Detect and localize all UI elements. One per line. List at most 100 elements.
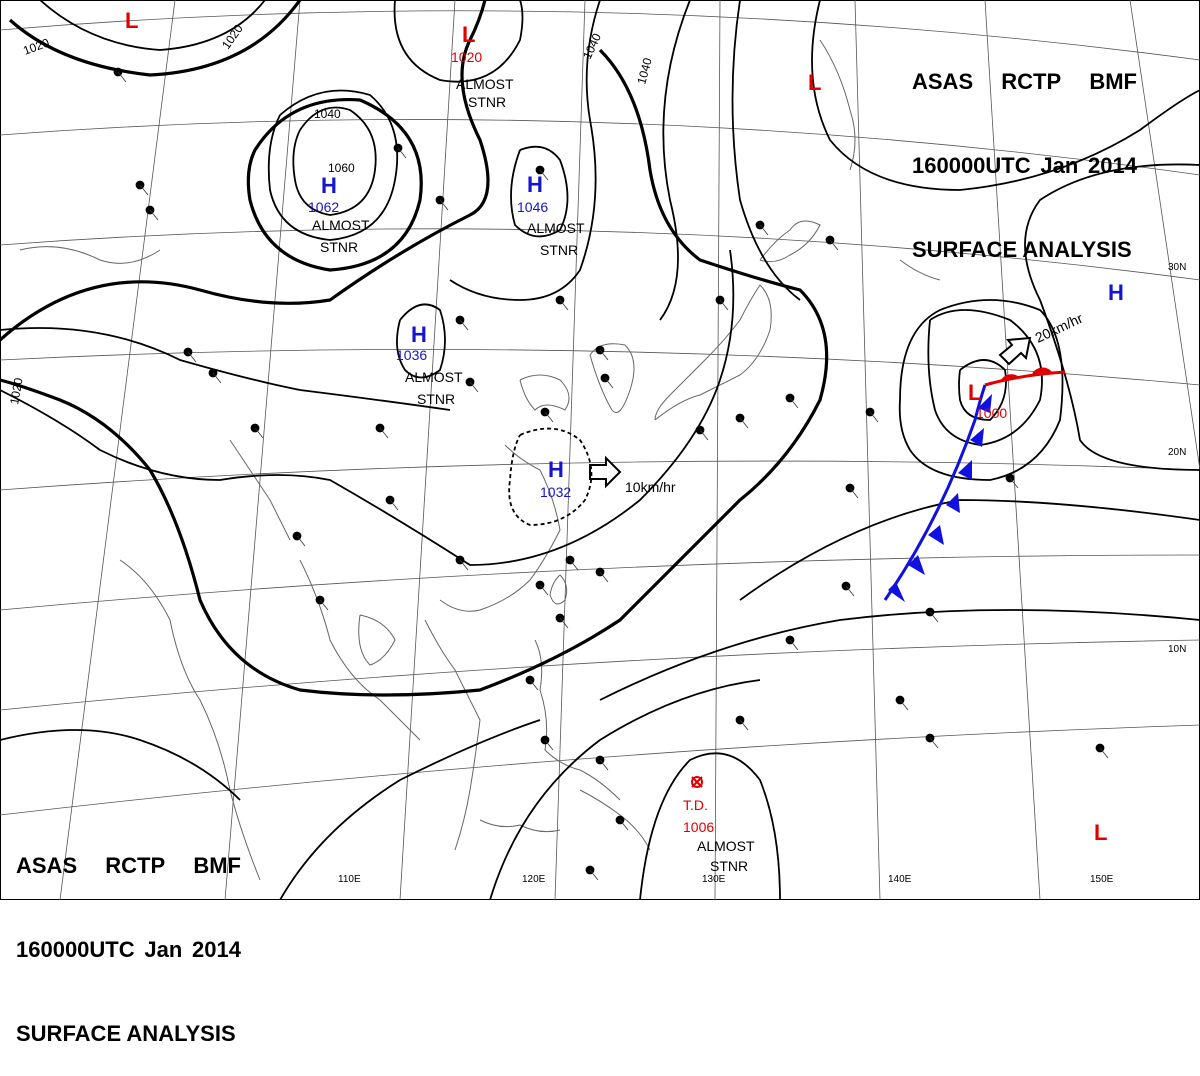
header-year: 2014 bbox=[1088, 153, 1137, 178]
wind-barb bbox=[187, 351, 197, 363]
low-pressure-marker: L bbox=[808, 70, 821, 95]
isobar-label: 1040 bbox=[314, 107, 341, 121]
low-pressure-marker: L bbox=[462, 22, 475, 47]
cold-front bbox=[883, 384, 992, 602]
lon-labels: 110E 120E 130E 140E 150E bbox=[338, 874, 1114, 885]
center-note: ALMOST STNR bbox=[527, 220, 585, 258]
wind-barb bbox=[529, 679, 539, 691]
lon-label-130e: 130E bbox=[702, 874, 726, 885]
wind-barb bbox=[379, 427, 389, 439]
wind-barb bbox=[439, 199, 449, 211]
wind-barb bbox=[139, 184, 149, 196]
header-code: BMF bbox=[193, 853, 241, 878]
lon-label-120e: 120E bbox=[522, 874, 546, 885]
lat-label-20n: 20N bbox=[1168, 447, 1186, 458]
low-pressure-value: 1020 bbox=[451, 49, 482, 65]
wind-barb bbox=[389, 499, 399, 511]
wind-barb bbox=[845, 585, 855, 597]
wind-barb bbox=[929, 737, 939, 749]
movement-speed: 10km/hr bbox=[625, 479, 676, 495]
header-year: 2014 bbox=[192, 937, 241, 962]
wind-barb bbox=[599, 571, 609, 583]
header-title: SURFACE ANALYSIS bbox=[16, 1021, 236, 1046]
station-plots bbox=[113, 67, 1109, 881]
low-pressure-marker: L bbox=[1094, 820, 1107, 845]
header-code: BMF bbox=[1089, 69, 1137, 94]
center-note: ALMOST STNR bbox=[456, 76, 514, 110]
wind-barb bbox=[759, 224, 769, 236]
wind-barb bbox=[739, 417, 749, 429]
coastlines bbox=[19, 39, 941, 881]
wind-barb bbox=[296, 535, 306, 547]
wind-barb bbox=[849, 487, 859, 499]
header-agency: ASAS bbox=[16, 853, 78, 878]
wind-barb bbox=[469, 381, 479, 393]
movement-arrow-1000 bbox=[998, 336, 1032, 366]
center-note-line1: ALMOST bbox=[456, 76, 514, 92]
wind-barb bbox=[604, 377, 614, 389]
td-label: T.D. bbox=[683, 797, 708, 813]
header-agency: ASAS bbox=[912, 69, 974, 94]
center-note: ALMOST STNR bbox=[697, 838, 755, 874]
wind-barb bbox=[544, 411, 554, 423]
wind-barb bbox=[599, 349, 609, 361]
wind-barb bbox=[619, 819, 629, 831]
high-pressure-marker: H bbox=[548, 457, 564, 482]
high-pressure-value: 1032 bbox=[540, 484, 571, 500]
wind-barb bbox=[789, 639, 799, 651]
wind-barb bbox=[1009, 477, 1019, 489]
header-time: 160000UTC bbox=[912, 153, 1031, 178]
wind-barb bbox=[544, 739, 554, 751]
isobars-thick bbox=[0, 0, 829, 697]
wind-barb bbox=[739, 719, 749, 731]
lat-label-10n: 10N bbox=[1168, 644, 1186, 655]
header-top-right: ASAS RCTP BMF 160000UTC Jan 2014 SURFACE ANA… bbox=[912, 12, 1137, 292]
warm-front bbox=[984, 367, 1066, 387]
high-pressure-value: 1046 bbox=[517, 199, 548, 215]
wind-barb bbox=[569, 559, 579, 571]
lat-labels: 30N 20N 10N bbox=[1168, 262, 1186, 655]
wind-barb bbox=[319, 599, 329, 611]
high-pressure-marker: H bbox=[527, 172, 543, 197]
wind-barb bbox=[829, 239, 839, 251]
center-note-line2: STNR bbox=[540, 242, 578, 258]
header-month: Jan bbox=[1040, 153, 1079, 178]
wind-barb bbox=[699, 429, 709, 441]
center-note: ALMOST STNR bbox=[312, 217, 370, 255]
center-note-line1: ALMOST bbox=[405, 369, 463, 385]
wind-barb bbox=[1099, 747, 1109, 759]
header-time: 160000UTC bbox=[16, 937, 135, 962]
wind-barb bbox=[929, 611, 939, 623]
header-station: RCTP bbox=[105, 853, 166, 878]
lon-label-140e: 140E bbox=[888, 874, 912, 885]
surface-analysis-map: 30N 20N 10N 110E 120E 130E 140E 150E 102… bbox=[0, 0, 1200, 900]
lat-label-30n: 30N bbox=[1168, 262, 1186, 273]
low-pressure-marker: L bbox=[968, 380, 981, 405]
center-note-line2: STNR bbox=[417, 391, 455, 407]
header-month: Jan bbox=[144, 937, 183, 962]
center-note-line1: ALMOST bbox=[697, 838, 755, 854]
lon-label-150e: 150E bbox=[1090, 874, 1114, 885]
wind-barb bbox=[397, 147, 407, 159]
header-bottom-left: ASAS RCTP BMF 160000UTC Jan 2014 SURFACE ANA… bbox=[16, 796, 241, 1076]
movement-arrow-1032 bbox=[589, 455, 622, 489]
wind-barb bbox=[254, 427, 264, 439]
wind-barb bbox=[117, 71, 127, 83]
center-note-line1: ALMOST bbox=[312, 217, 370, 233]
wind-barb bbox=[459, 319, 469, 331]
center-note-line2: STNR bbox=[320, 239, 358, 255]
wind-barb bbox=[589, 869, 599, 881]
high-1032-dashed-isobar bbox=[508, 427, 593, 526]
high-pressure-marker: H bbox=[321, 173, 337, 198]
wind-barb bbox=[559, 299, 569, 311]
high-pressure-marker: H bbox=[1108, 280, 1124, 305]
center-note-line2: STNR bbox=[468, 94, 506, 110]
isobars-thin bbox=[0, 0, 1200, 900]
wind-barb bbox=[599, 759, 609, 771]
low-pressure-value: 1000 bbox=[976, 405, 1007, 421]
header-title: SURFACE ANALYSIS bbox=[912, 237, 1132, 262]
wind-barb bbox=[539, 169, 549, 181]
low-pressure-marker: L bbox=[125, 8, 138, 33]
wind-barb bbox=[899, 699, 909, 711]
wind-barb bbox=[559, 617, 569, 629]
